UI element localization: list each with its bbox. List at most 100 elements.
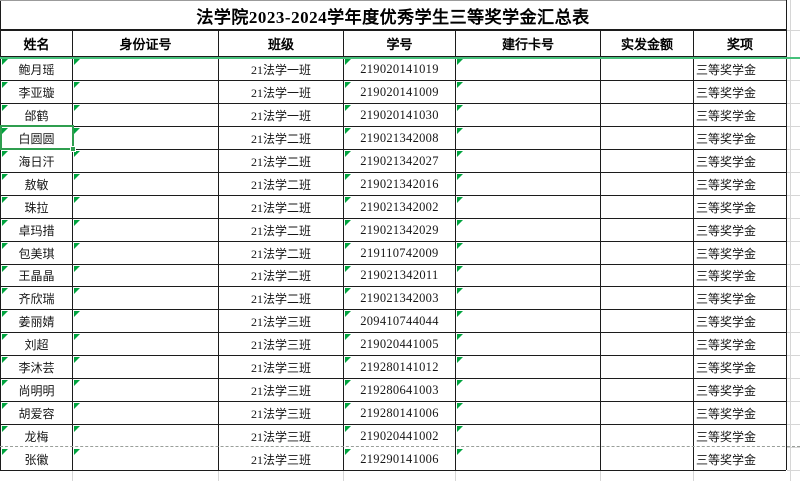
cell-award[interactable]: 三等奖学金	[696, 429, 757, 444]
cell-student_id[interactable]: 219021342029	[360, 222, 439, 237]
cell-name[interactable]: 珠拉	[24, 200, 49, 215]
cell-amount[interactable]	[601, 356, 693, 378]
cell-student_id[interactable]: 219110742009	[360, 245, 439, 260]
cell-id_number[interactable]	[73, 173, 218, 195]
cell-award[interactable]: 三等奖学金	[696, 223, 757, 238]
cell-student_id[interactable]: 219021342003	[360, 290, 439, 305]
cell-name[interactable]: 李沐芸	[18, 360, 55, 375]
cell-student_id[interactable]: 219280141012	[360, 359, 439, 374]
cell-name[interactable]: 鲍月瑶	[18, 62, 55, 77]
cell-amount[interactable]	[601, 310, 693, 332]
cell-name[interactable]: 卓玛措	[18, 223, 55, 238]
cell-class[interactable]: 21法学二班	[250, 269, 311, 283]
cell-amount[interactable]	[601, 333, 693, 355]
cell-id_number[interactable]	[73, 402, 218, 424]
cell-class[interactable]: 21法学二班	[250, 200, 311, 215]
cell-id_number[interactable]	[73, 265, 218, 286]
cell-id_number[interactable]	[73, 58, 218, 80]
cell-id_number[interactable]	[73, 356, 218, 378]
cell-name[interactable]: 龙梅	[24, 429, 49, 444]
cell-student_id[interactable]: 219021342011	[360, 268, 439, 282]
cell-student_id[interactable]: 219021342002	[360, 199, 439, 214]
cell-bank_card[interactable]	[456, 127, 600, 149]
cell-name[interactable]: 姜丽婧	[18, 314, 55, 329]
cell-bank_card[interactable]	[456, 333, 600, 355]
cell-student_id[interactable]: 219021342027	[360, 153, 439, 168]
cell-bank_card[interactable]	[456, 150, 600, 172]
cell-bank_card[interactable]	[456, 448, 600, 470]
cell-student_id[interactable]: 219020141030	[360, 107, 439, 122]
fill-handle[interactable]	[70, 146, 76, 152]
cell-amount[interactable]	[601, 425, 693, 447]
cell-student_id[interactable]: 219021342008	[360, 130, 439, 145]
cell-name[interactable]: 敖敏	[24, 177, 49, 192]
column-header-id_number[interactable]: 身份证号	[119, 37, 172, 52]
cell-amount[interactable]	[601, 150, 693, 172]
cell-name[interactable]: 邰鹤	[24, 108, 49, 123]
cell-id_number[interactable]	[73, 81, 218, 103]
cell-name[interactable]: 海日汗	[18, 154, 55, 169]
cell-name[interactable]: 刘超	[24, 337, 49, 352]
cell-bank_card[interactable]	[456, 196, 600, 218]
cell-name[interactable]: 包美琪	[18, 246, 55, 261]
cell-student_id[interactable]: 219280641003	[360, 382, 439, 397]
cell-name[interactable]: 王晶晶	[18, 269, 55, 283]
cell-id_number[interactable]	[73, 104, 218, 126]
cell-bank_card[interactable]	[456, 265, 600, 286]
cell-class[interactable]: 21法学二班	[250, 131, 311, 146]
cell-amount[interactable]	[601, 81, 693, 103]
cell-bank_card[interactable]	[456, 287, 600, 309]
cell-award[interactable]: 三等奖学金	[696, 337, 757, 352]
cell-amount[interactable]	[601, 402, 693, 424]
column-header-bank_card[interactable]: 建行卡号	[501, 37, 554, 52]
cell-student_id[interactable]: 219280141006	[360, 405, 439, 420]
cell-class[interactable]: 21法学二班	[250, 223, 311, 238]
cell-id_number[interactable]	[73, 310, 218, 332]
cell-id_number[interactable]	[73, 287, 218, 309]
cell-bank_card[interactable]	[456, 219, 600, 241]
cell-award[interactable]: 三等奖学金	[696, 360, 757, 375]
cell-student_id[interactable]: 219020141009	[360, 84, 439, 99]
cell-id_number[interactable]	[73, 150, 218, 172]
column-header-amount[interactable]: 实发金额	[620, 37, 673, 52]
cell-class[interactable]: 21法学三班	[250, 314, 311, 329]
cell-amount[interactable]	[601, 379, 693, 401]
cell-award[interactable]: 三等奖学金	[696, 62, 757, 77]
cell-id_number[interactable]	[73, 425, 218, 447]
cell-award[interactable]: 三等奖学金	[696, 85, 757, 100]
cell-id_number[interactable]	[73, 379, 218, 401]
cell-class[interactable]: 21法学二班	[250, 154, 311, 169]
cell-award[interactable]: 三等奖学金	[696, 406, 757, 421]
cell-bank_card[interactable]	[456, 81, 600, 103]
cell-class[interactable]: 21法学三班	[250, 429, 311, 444]
column-header-award[interactable]: 奖项	[726, 37, 753, 52]
cell-bank_card[interactable]	[456, 402, 600, 424]
cell-student_id[interactable]: 209410744044	[360, 313, 439, 328]
cell-amount[interactable]	[601, 196, 693, 218]
cell-student_id[interactable]: 219020141019	[360, 61, 439, 76]
cell-student_id[interactable]: 219021342016	[360, 176, 439, 191]
cell-id_number[interactable]	[73, 242, 218, 264]
cell-award[interactable]: 三等奖学金	[696, 246, 757, 261]
cell-student_id[interactable]: 219020441005	[360, 336, 439, 351]
cell-name[interactable]: 齐欣瑞	[18, 291, 55, 306]
cell-name[interactable]: 李亚璇	[18, 85, 55, 100]
cell-amount[interactable]	[601, 104, 693, 126]
cell-bank_card[interactable]	[456, 173, 600, 195]
cell-name[interactable]: 白圆圆	[18, 131, 55, 146]
cell-award[interactable]: 三等奖学金	[696, 131, 757, 146]
cell-id_number[interactable]	[73, 448, 218, 470]
cell-bank_card[interactable]	[456, 379, 600, 401]
cell-id_number[interactable]	[73, 333, 218, 355]
cell-award[interactable]: 三等奖学金	[696, 154, 757, 169]
cell-award[interactable]: 三等奖学金	[696, 383, 757, 398]
cell-class[interactable]: 21法学一班	[250, 85, 311, 100]
cell-amount[interactable]	[601, 242, 693, 264]
cell-amount[interactable]	[601, 448, 693, 470]
column-header-student_id[interactable]: 学号	[386, 37, 413, 52]
cell-award[interactable]: 三等奖学金	[696, 452, 757, 467]
cell-bank_card[interactable]	[456, 356, 600, 378]
cell-class[interactable]: 21法学三班	[250, 406, 311, 421]
cell-amount[interactable]	[601, 127, 693, 149]
cell-award[interactable]: 三等奖学金	[696, 177, 757, 192]
